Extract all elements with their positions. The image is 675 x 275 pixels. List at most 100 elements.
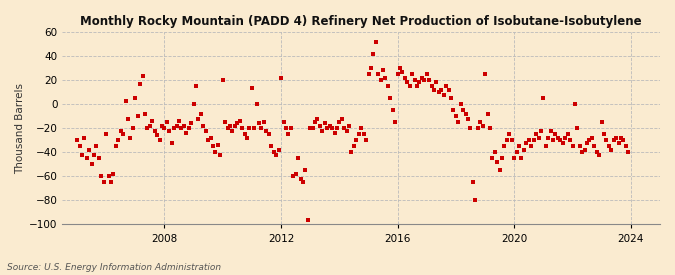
Point bbox=[315, 123, 325, 128]
Point bbox=[438, 92, 449, 97]
Point bbox=[502, 138, 512, 142]
Point bbox=[504, 132, 515, 136]
Point bbox=[535, 128, 546, 133]
Point bbox=[178, 123, 189, 128]
Point bbox=[76, 152, 87, 157]
Point bbox=[96, 174, 107, 178]
Point bbox=[468, 180, 479, 185]
Point bbox=[419, 78, 430, 82]
Point bbox=[356, 126, 367, 130]
Point bbox=[421, 72, 432, 76]
Point bbox=[157, 123, 167, 128]
Point bbox=[603, 144, 614, 148]
Point bbox=[462, 116, 473, 121]
Point bbox=[570, 102, 580, 106]
Point bbox=[567, 144, 578, 148]
Point bbox=[489, 150, 500, 155]
Point bbox=[317, 128, 327, 133]
Point bbox=[475, 120, 485, 124]
Point bbox=[222, 126, 233, 130]
Point bbox=[572, 126, 583, 130]
Point bbox=[319, 121, 330, 126]
Point bbox=[529, 138, 539, 142]
Point bbox=[117, 132, 128, 136]
Point bbox=[511, 150, 522, 155]
Point bbox=[594, 152, 605, 157]
Point bbox=[397, 70, 408, 74]
Point bbox=[259, 120, 269, 124]
Point bbox=[188, 102, 199, 106]
Point bbox=[331, 126, 342, 130]
Point bbox=[601, 138, 612, 142]
Point bbox=[555, 138, 566, 142]
Point bbox=[584, 138, 595, 142]
Point bbox=[115, 128, 126, 133]
Point bbox=[88, 152, 99, 157]
Text: Source: U.S. Energy Information Administration: Source: U.S. Energy Information Administ… bbox=[7, 263, 221, 272]
Point bbox=[366, 66, 377, 70]
Point bbox=[623, 150, 634, 155]
Point bbox=[249, 126, 260, 130]
Point bbox=[485, 126, 495, 130]
Point bbox=[348, 144, 359, 148]
Point bbox=[334, 120, 345, 124]
Point bbox=[81, 156, 92, 161]
Point bbox=[161, 120, 172, 124]
Point bbox=[200, 128, 211, 133]
Point bbox=[514, 144, 524, 148]
Point bbox=[431, 80, 442, 85]
Point bbox=[385, 96, 396, 100]
Point bbox=[433, 90, 444, 94]
Point bbox=[101, 132, 111, 136]
Point bbox=[458, 108, 468, 112]
Point bbox=[205, 136, 216, 140]
Point bbox=[599, 132, 610, 136]
Point bbox=[215, 152, 225, 157]
Point bbox=[482, 112, 493, 116]
Point bbox=[407, 72, 418, 76]
Point bbox=[234, 119, 245, 123]
Point bbox=[322, 126, 333, 130]
Point bbox=[526, 144, 537, 148]
Point bbox=[302, 218, 313, 222]
Point bbox=[210, 150, 221, 155]
Point bbox=[448, 108, 459, 112]
Point bbox=[375, 78, 386, 82]
Point bbox=[558, 141, 568, 145]
Point bbox=[494, 168, 505, 172]
Point bbox=[105, 180, 116, 185]
Point bbox=[380, 75, 391, 80]
Point bbox=[360, 138, 371, 142]
Point bbox=[176, 126, 187, 130]
Point bbox=[120, 98, 131, 103]
Point bbox=[582, 141, 593, 145]
Point bbox=[293, 156, 304, 161]
Point bbox=[144, 123, 155, 128]
Point bbox=[560, 136, 570, 140]
Point bbox=[186, 121, 196, 126]
Point bbox=[230, 123, 240, 128]
Point bbox=[173, 119, 184, 123]
Point bbox=[339, 126, 350, 130]
Point bbox=[152, 133, 163, 138]
Point bbox=[225, 123, 236, 128]
Point bbox=[400, 75, 410, 80]
Point bbox=[278, 120, 289, 124]
Point bbox=[288, 174, 298, 178]
Point bbox=[237, 126, 248, 130]
Point bbox=[93, 156, 104, 161]
Point bbox=[72, 138, 82, 142]
Point bbox=[140, 112, 151, 116]
Point bbox=[134, 81, 145, 86]
Point bbox=[149, 128, 160, 133]
Point bbox=[84, 148, 95, 152]
Point bbox=[193, 116, 204, 121]
Point bbox=[169, 126, 180, 130]
Point bbox=[545, 128, 556, 133]
Point bbox=[324, 123, 335, 128]
Point bbox=[395, 66, 406, 70]
Point bbox=[373, 72, 383, 76]
Point bbox=[531, 132, 541, 136]
Point bbox=[460, 112, 471, 116]
Point bbox=[543, 136, 554, 140]
